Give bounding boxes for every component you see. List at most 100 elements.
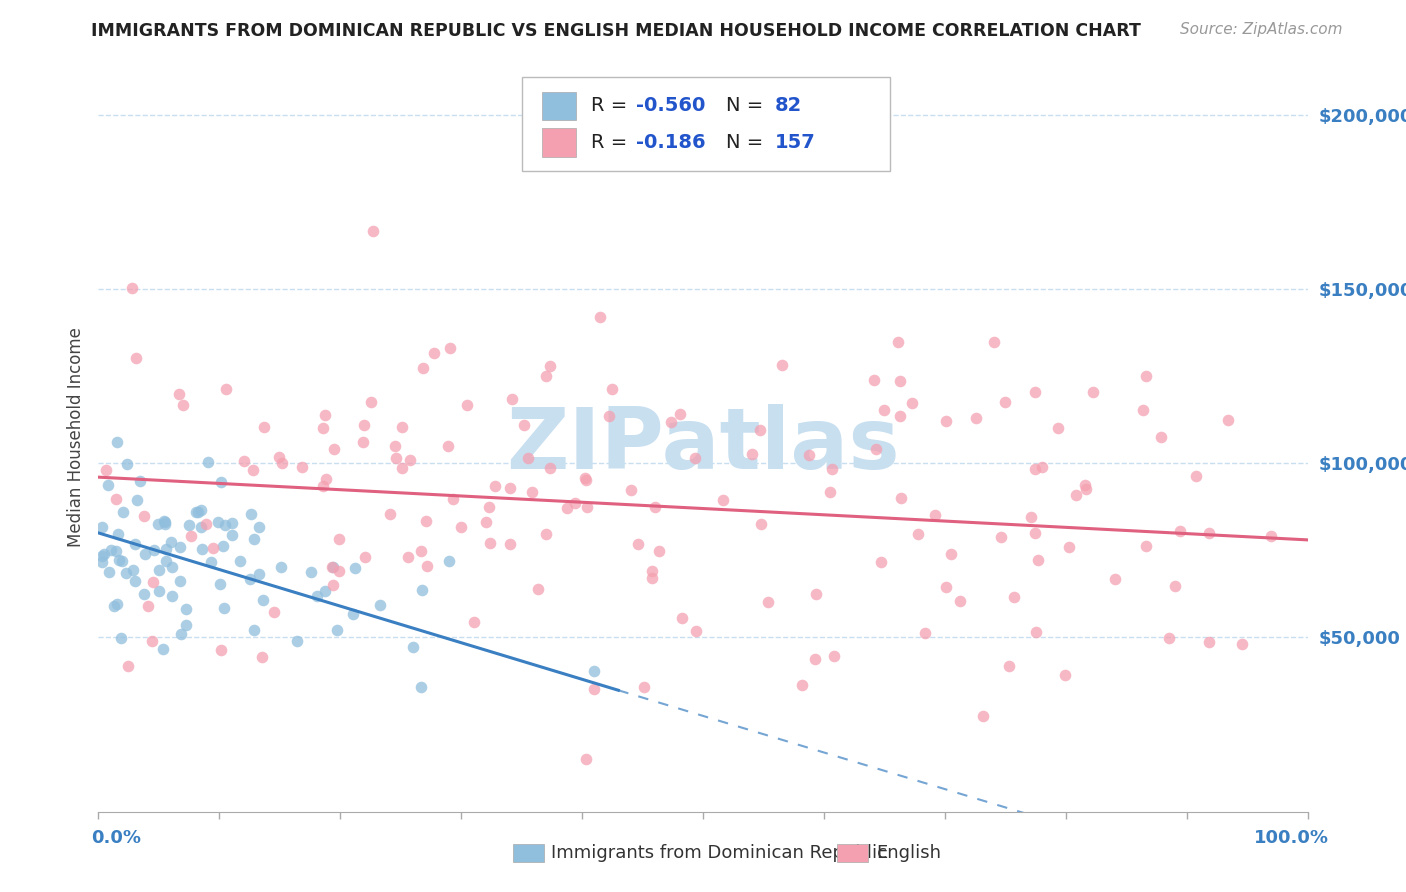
- Point: [172, 398, 194, 412]
- Point: [190, 502, 212, 516]
- Point: [538, 460, 561, 475]
- Point: [620, 483, 643, 497]
- Point: [315, 472, 337, 486]
- Text: IMMIGRANTS FROM DOMINICAN REPUBLIC VS ENGLISH MEDIAN HOUSEHOLD INCOME CORRELATIO: IMMIGRANTS FROM DOMINICAN REPUBLIC VS EN…: [91, 22, 1142, 40]
- Point: [360, 395, 382, 409]
- Point: [105, 434, 128, 449]
- Point: [520, 484, 543, 499]
- Point: [863, 373, 886, 387]
- Point: [100, 542, 122, 557]
- Point: [322, 578, 344, 592]
- Point: [1031, 460, 1053, 475]
- Point: [221, 528, 243, 542]
- Point: [641, 571, 664, 585]
- Point: [121, 563, 143, 577]
- Point: [935, 580, 957, 594]
- Point: [1024, 384, 1046, 399]
- Point: [314, 584, 336, 599]
- Point: [322, 442, 344, 456]
- Point: [385, 450, 408, 465]
- Point: [94, 463, 117, 477]
- Point: [160, 560, 183, 574]
- Point: [142, 574, 165, 589]
- Point: [626, 537, 648, 551]
- Text: -0.560: -0.560: [637, 96, 706, 115]
- Point: [143, 543, 166, 558]
- Point: [105, 491, 128, 506]
- Point: [190, 520, 212, 534]
- Point: [1164, 578, 1187, 592]
- Point: [526, 582, 548, 596]
- Point: [121, 281, 143, 295]
- Point: [321, 559, 343, 574]
- Point: [439, 341, 461, 355]
- Point: [415, 514, 437, 528]
- Point: [1132, 402, 1154, 417]
- Point: [1002, 590, 1025, 604]
- Point: [575, 752, 598, 766]
- Point: [368, 599, 391, 613]
- Point: [391, 420, 413, 434]
- Point: [1074, 477, 1097, 491]
- Text: N =: N =: [725, 133, 769, 153]
- Point: [305, 589, 328, 603]
- Point: [1024, 525, 1046, 540]
- Point: [167, 387, 190, 401]
- Point: [498, 537, 520, 551]
- Point: [229, 553, 252, 567]
- Point: [1074, 482, 1097, 496]
- Point: [821, 462, 844, 476]
- Point: [683, 450, 706, 465]
- Point: [1168, 524, 1191, 539]
- Point: [91, 555, 114, 569]
- Point: [411, 680, 433, 694]
- Point: [328, 532, 350, 546]
- Point: [97, 478, 120, 492]
- Y-axis label: Median Household Income: Median Household Income: [66, 327, 84, 547]
- Text: English: English: [876, 844, 941, 862]
- Point: [402, 640, 425, 654]
- Point: [174, 602, 197, 616]
- Point: [1150, 430, 1173, 444]
- Point: [155, 554, 177, 568]
- Point: [134, 547, 156, 561]
- Point: [749, 516, 772, 531]
- Point: [200, 555, 222, 569]
- Point: [239, 572, 262, 586]
- Point: [1185, 468, 1208, 483]
- Point: [598, 409, 620, 423]
- Point: [478, 500, 501, 515]
- Point: [299, 565, 322, 579]
- Point: [641, 564, 664, 578]
- Point: [396, 550, 419, 565]
- Point: [103, 599, 125, 614]
- Text: Source: ZipAtlas.com: Source: ZipAtlas.com: [1180, 22, 1343, 37]
- Point: [412, 360, 434, 375]
- Point: [1064, 488, 1087, 502]
- FancyBboxPatch shape: [522, 78, 890, 171]
- Point: [187, 505, 209, 519]
- Point: [633, 681, 655, 695]
- Point: [197, 455, 219, 469]
- Point: [311, 421, 333, 435]
- Point: [512, 417, 534, 432]
- Point: [363, 224, 385, 238]
- Point: [326, 623, 349, 637]
- Point: [437, 554, 460, 568]
- Point: [107, 527, 129, 541]
- Text: N =: N =: [725, 96, 769, 115]
- Point: [124, 574, 146, 589]
- Point: [741, 447, 763, 461]
- Point: [215, 382, 238, 396]
- Point: [287, 633, 309, 648]
- Point: [582, 665, 605, 679]
- Point: [748, 423, 770, 437]
- Point: [872, 403, 894, 417]
- Bar: [543, 128, 576, 157]
- Point: [290, 460, 312, 475]
- Point: [391, 460, 413, 475]
- Point: [211, 539, 233, 553]
- Point: [997, 659, 1019, 673]
- Text: R =: R =: [591, 133, 633, 153]
- Point: [110, 631, 132, 645]
